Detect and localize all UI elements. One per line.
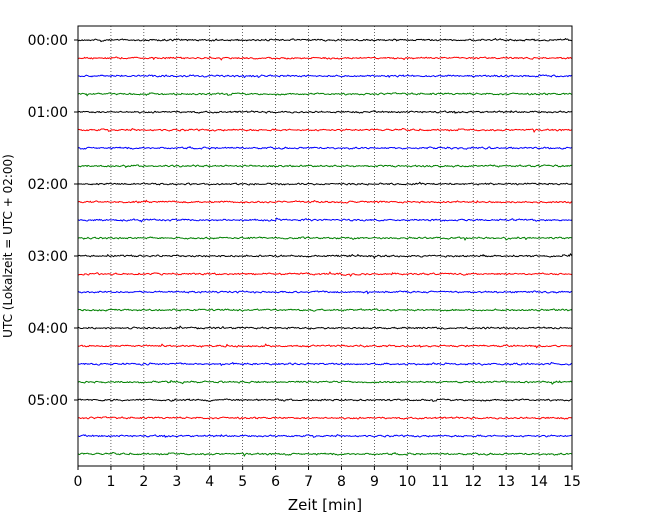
x-tick-label: 10 bbox=[398, 474, 416, 490]
trace-line bbox=[77, 181, 573, 186]
y-tick-label: 05:00 bbox=[28, 393, 68, 409]
trace-line bbox=[77, 146, 573, 150]
y-axis-ticks: 00:00 01:00 02:00 03:00 04:00 05:00 bbox=[28, 33, 78, 409]
trace-line bbox=[77, 74, 573, 78]
x-tick-label: 4 bbox=[205, 474, 214, 490]
trace-line bbox=[77, 164, 573, 168]
x-tick-label: 7 bbox=[304, 474, 313, 490]
trace-line bbox=[77, 271, 573, 277]
trace-line bbox=[77, 325, 573, 330]
trace-line bbox=[77, 92, 573, 97]
y-tick-label: 04:00 bbox=[28, 321, 68, 337]
trace-line bbox=[77, 217, 573, 223]
trace-group bbox=[77, 37, 573, 457]
x-axis-ticks: 0 1 2 3 4 5 6 7 8 9 10 11 12 13 14 15 bbox=[74, 466, 581, 490]
trace-line bbox=[77, 361, 573, 366]
x-tick-label: 14 bbox=[530, 474, 548, 490]
x-tick-label: 12 bbox=[464, 474, 482, 490]
x-tick-label: 5 bbox=[238, 474, 247, 490]
trace-line bbox=[77, 253, 573, 259]
trace-line bbox=[77, 416, 573, 420]
x-tick-label: 6 bbox=[271, 474, 280, 490]
y-axis-label: UTC (Lokalzeit = UTC + 02:00) bbox=[1, 154, 15, 338]
x-tick-label: 15 bbox=[563, 474, 581, 490]
x-tick-label: 0 bbox=[74, 474, 83, 490]
x-tick-label: 1 bbox=[106, 474, 115, 490]
y-tick-label: 02:00 bbox=[28, 177, 68, 193]
x-gridlines bbox=[110, 26, 540, 466]
trace-line bbox=[77, 110, 573, 114]
trace-line bbox=[77, 380, 573, 385]
x-axis-label: Zeit [min] bbox=[288, 496, 362, 514]
trace-line bbox=[77, 308, 573, 312]
trace-line bbox=[77, 434, 573, 438]
x-tick-label: 3 bbox=[172, 474, 181, 490]
trace-line bbox=[77, 199, 573, 204]
x-tick-label: 11 bbox=[431, 474, 449, 490]
trace-line bbox=[77, 127, 573, 133]
trace-line bbox=[77, 37, 573, 43]
y-tick-label: 01:00 bbox=[28, 105, 68, 121]
y-tick-label: 00:00 bbox=[28, 33, 68, 49]
trace-line bbox=[77, 343, 573, 349]
x-tick-label: 2 bbox=[139, 474, 148, 490]
trace-line bbox=[77, 290, 573, 295]
plot-frame bbox=[77, 25, 573, 467]
y-tick-label: 03:00 bbox=[28, 249, 68, 265]
trace-line bbox=[77, 398, 573, 402]
trace-line bbox=[77, 236, 573, 241]
trace-line bbox=[77, 451, 573, 457]
x-tick-label: 13 bbox=[497, 474, 515, 490]
trace-line bbox=[77, 56, 573, 61]
x-tick-label: 9 bbox=[370, 474, 379, 490]
x-tick-label: 8 bbox=[337, 474, 346, 490]
